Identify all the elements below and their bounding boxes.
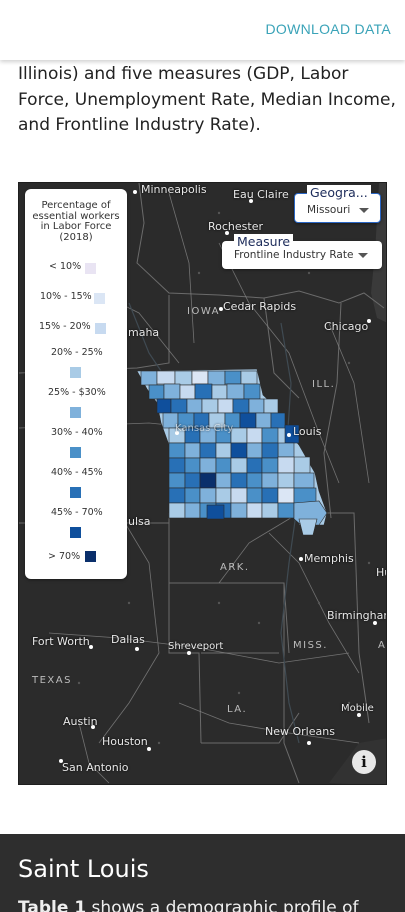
- city-label-eau-claire: Eau Claire: [233, 188, 289, 201]
- city-label-st-louis: Louis: [293, 425, 322, 438]
- chevron-down-icon: [358, 253, 368, 258]
- state-label-ark: ARK.: [220, 562, 250, 573]
- legend-swatch: [70, 447, 81, 458]
- measure-select-value: Frontline Industry Rate: [234, 249, 354, 261]
- legend-swatch: [70, 407, 81, 418]
- city-label-memphis: Memphis: [304, 552, 354, 565]
- legend-item-label: 30% - 40%: [51, 427, 103, 438]
- city-label-tulsa: ulsa: [128, 515, 151, 528]
- intro-paragraph: Illinois) and five measures (GDP, Labor …: [18, 64, 396, 135]
- legend-swatch: [95, 323, 106, 334]
- geography-select-value: Missouri: [307, 204, 351, 216]
- legend-swatch: [94, 293, 105, 304]
- city-label-mobile: Mobile: [341, 703, 374, 714]
- measure-select-caption: Measure: [234, 234, 294, 249]
- legend-swatch: [70, 527, 81, 538]
- legend-item-label: 25% - $30%: [48, 387, 106, 398]
- legend-item-label: < 10%: [49, 261, 82, 272]
- city-label-cedar-rapids: Cedar Rapids: [223, 300, 297, 313]
- city-label-new-orleans: New Orleans: [265, 725, 335, 738]
- info-icon[interactable]: i: [352, 750, 376, 774]
- state-label-ill: ILL.: [312, 379, 336, 390]
- city-label-minneapolis: Minneapolis: [141, 183, 207, 196]
- legend-swatch: [85, 551, 96, 562]
- city-label-rochester: Rochester: [208, 220, 263, 233]
- section-lead-text: shows a demographic profile of: [86, 898, 359, 912]
- legend-item-label: 10% - 15%: [40, 291, 92, 302]
- geography-select-caption: Geogra...: [307, 185, 371, 200]
- map-base-layer: [19, 183, 386, 784]
- section-lead-paragraph: Table 1 shows a demographic profile of: [18, 898, 359, 912]
- top-bar: DOWNLOAD DATA: [0, 0, 405, 60]
- city-label-fort-worth: Fort Worth: [32, 635, 90, 648]
- city-label-dallas: Dallas: [111, 633, 145, 646]
- legend-swatch: [85, 263, 96, 274]
- missouri-choropleth: [136, 368, 328, 536]
- city-label-houston: Houston: [102, 735, 148, 748]
- download-data-link[interactable]: DOWNLOAD DATA: [265, 21, 391, 37]
- table-reference: Table 1: [18, 898, 87, 912]
- city-label-shreveport: Shreveport: [168, 641, 224, 652]
- city-label-omaha: maha: [128, 326, 160, 339]
- legend-item-label: 40% - 45%: [51, 467, 103, 478]
- state-label-iowa: IOWA: [187, 306, 221, 317]
- geography-select[interactable]: Geogra... Missouri: [294, 185, 381, 223]
- state-label-texas: TEXAS: [32, 675, 72, 686]
- legend-item-label: > 70%: [48, 551, 81, 562]
- legend-swatch: [70, 487, 81, 498]
- state-label-ala: A: [378, 640, 387, 651]
- city-label-san-antonio: San Antonio: [62, 761, 129, 774]
- city-label-austin: Austin: [63, 715, 98, 728]
- measure-select[interactable]: Measure Frontline Industry Rate: [222, 234, 382, 269]
- map-legend: Percentage of essential workers in Labor…: [25, 189, 127, 579]
- city-label-birmingham: Birmingham: [327, 609, 386, 622]
- legend-swatch: [70, 367, 81, 378]
- chevron-down-icon: [359, 208, 369, 213]
- city-label-hu: Hu: [376, 566, 386, 579]
- saint-louis-section: Saint Louis Table 1 shows a demographic …: [0, 834, 405, 912]
- legend-item-label: 15% - 20%: [39, 321, 91, 332]
- section-title: Saint Louis: [18, 855, 149, 883]
- city-label-chicago: Chicago: [324, 320, 369, 333]
- legend-title: Percentage of essential workers in Labor…: [32, 200, 120, 243]
- city-label-kansas-city: Kansas City: [175, 423, 234, 434]
- map-container[interactable]: Minneapolis Eau Claire Rochester Cedar R…: [18, 182, 387, 785]
- state-label-miss: MISS.: [293, 640, 328, 651]
- legend-item-label: 20% - 25%: [51, 347, 103, 358]
- state-label-la: LA.: [227, 704, 248, 715]
- legend-item-label: 45% - 70%: [51, 507, 103, 518]
